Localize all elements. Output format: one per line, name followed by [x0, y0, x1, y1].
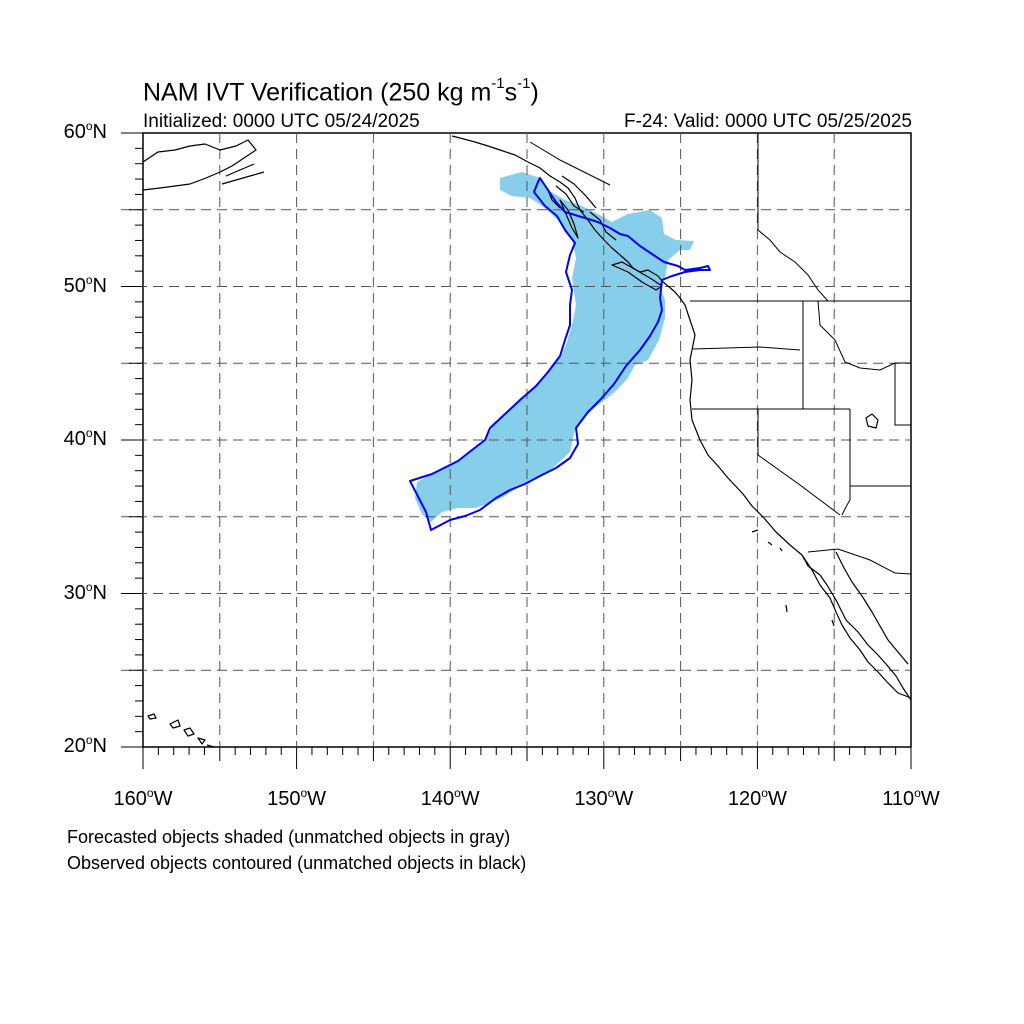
title-main: NAM IVT Verification (250 kg m [143, 78, 492, 107]
latitude-value: 50 [63, 274, 86, 297]
hawaiian-islands [147, 713, 215, 748]
title-end: ) [530, 78, 539, 107]
hemisphere-letter: W [920, 788, 940, 810]
degree-symbol: o [761, 786, 768, 800]
degree-symbol: o [300, 786, 308, 800]
bc-yukon-border [529, 141, 611, 186]
forecast-legend-note: Forecasted objects shaded (unmatched obj… [67, 827, 511, 847]
baja-peninsula [801, 554, 912, 699]
latitude-value: 20 [63, 735, 86, 757]
longitude-label: 130oW [544, 786, 664, 812]
chart-title: NAM IVT Verification (250 kg m-1s-1) [143, 72, 539, 107]
title-mid: s [504, 78, 518, 107]
hemisphere-letter: W [307, 788, 327, 810]
valid-time: F-24: Valid: 0000 UTC 05/25/2025 [624, 111, 912, 132]
wyoming-border [894, 363, 911, 426]
title-exponent-2: -1 [517, 75, 531, 92]
longitude-value: 120 [727, 788, 762, 810]
us-mexico-border [807, 548, 912, 575]
hemisphere-letter: W [153, 788, 173, 810]
southeast-alaska-inlets [539, 175, 617, 241]
alaska-coast [142, 139, 257, 191]
degree-symbol: o [146, 786, 154, 800]
latitude-label: 20oN [7, 733, 107, 758]
degree-symbol: o [85, 119, 93, 133]
hemisphere-letter: N [92, 274, 107, 297]
observed-legend-note: Observed objects contoured (unmatched ob… [67, 853, 527, 873]
initialized-time: Initialized: 0000 UTC 05/24/2025 [143, 111, 420, 132]
latitude-label: 50oN [7, 272, 107, 298]
longitude-label: 120oW [697, 786, 817, 812]
degree-symbol: o [85, 272, 93, 287]
north-america-west-coast [451, 135, 912, 701]
haida-gwaii [559, 199, 579, 239]
latitude-value: 40 [63, 428, 86, 450]
latitude-label: 40oN [7, 426, 107, 451]
longitude-label: 160oW [83, 786, 203, 812]
latitude-value: 30 [63, 581, 86, 604]
title-exponent-1: -1 [491, 75, 505, 92]
longitude-label: 110oW [851, 786, 971, 812]
degree-symbol: o [85, 733, 93, 747]
degree-symbol: o [85, 426, 93, 440]
longitude-value: 160 [113, 788, 147, 810]
hemisphere-letter: N [92, 581, 107, 604]
hemisphere-letter: N [92, 121, 107, 143]
latitude-value: 60 [63, 121, 86, 143]
longitude-label: 150oW [237, 786, 357, 812]
hemisphere-letter: W [460, 788, 480, 810]
great-salt-lake [865, 413, 879, 429]
nevada-utah-border [841, 409, 851, 516]
coastlines [142, 135, 912, 748]
washington-oregon-border [692, 346, 801, 351]
hemisphere-letter: W [767, 788, 787, 810]
degree-symbol: o [454, 786, 461, 800]
axis-ticks [121, 132, 912, 769]
political-borders [529, 133, 912, 575]
graticule [121, 133, 911, 747]
degree-symbol: o [914, 786, 921, 800]
california-nevada-border [757, 409, 841, 516]
bc-alberta-border [757, 133, 829, 302]
latitude-label: 60oN [7, 119, 107, 144]
longitude-value: 140 [420, 788, 455, 810]
gulf-of-california-coast [835, 551, 909, 665]
degree-symbol: o [85, 579, 93, 594]
longitude-value: 110 [882, 788, 915, 810]
hemisphere-letter: N [92, 735, 107, 757]
idaho-montana-border [817, 300, 911, 371]
observed-ivt-object [409, 177, 711, 531]
channel-islands [751, 529, 835, 627]
hemisphere-letter: W [614, 788, 634, 810]
longitude-label: 140oW [390, 786, 510, 812]
longitude-value: 130 [574, 788, 608, 810]
longitude-value: 150 [267, 788, 301, 810]
alaska-islands [221, 163, 265, 185]
degree-symbol: o [607, 786, 615, 800]
latitude-label: 30oN [7, 579, 107, 605]
hemisphere-letter: N [92, 428, 107, 450]
